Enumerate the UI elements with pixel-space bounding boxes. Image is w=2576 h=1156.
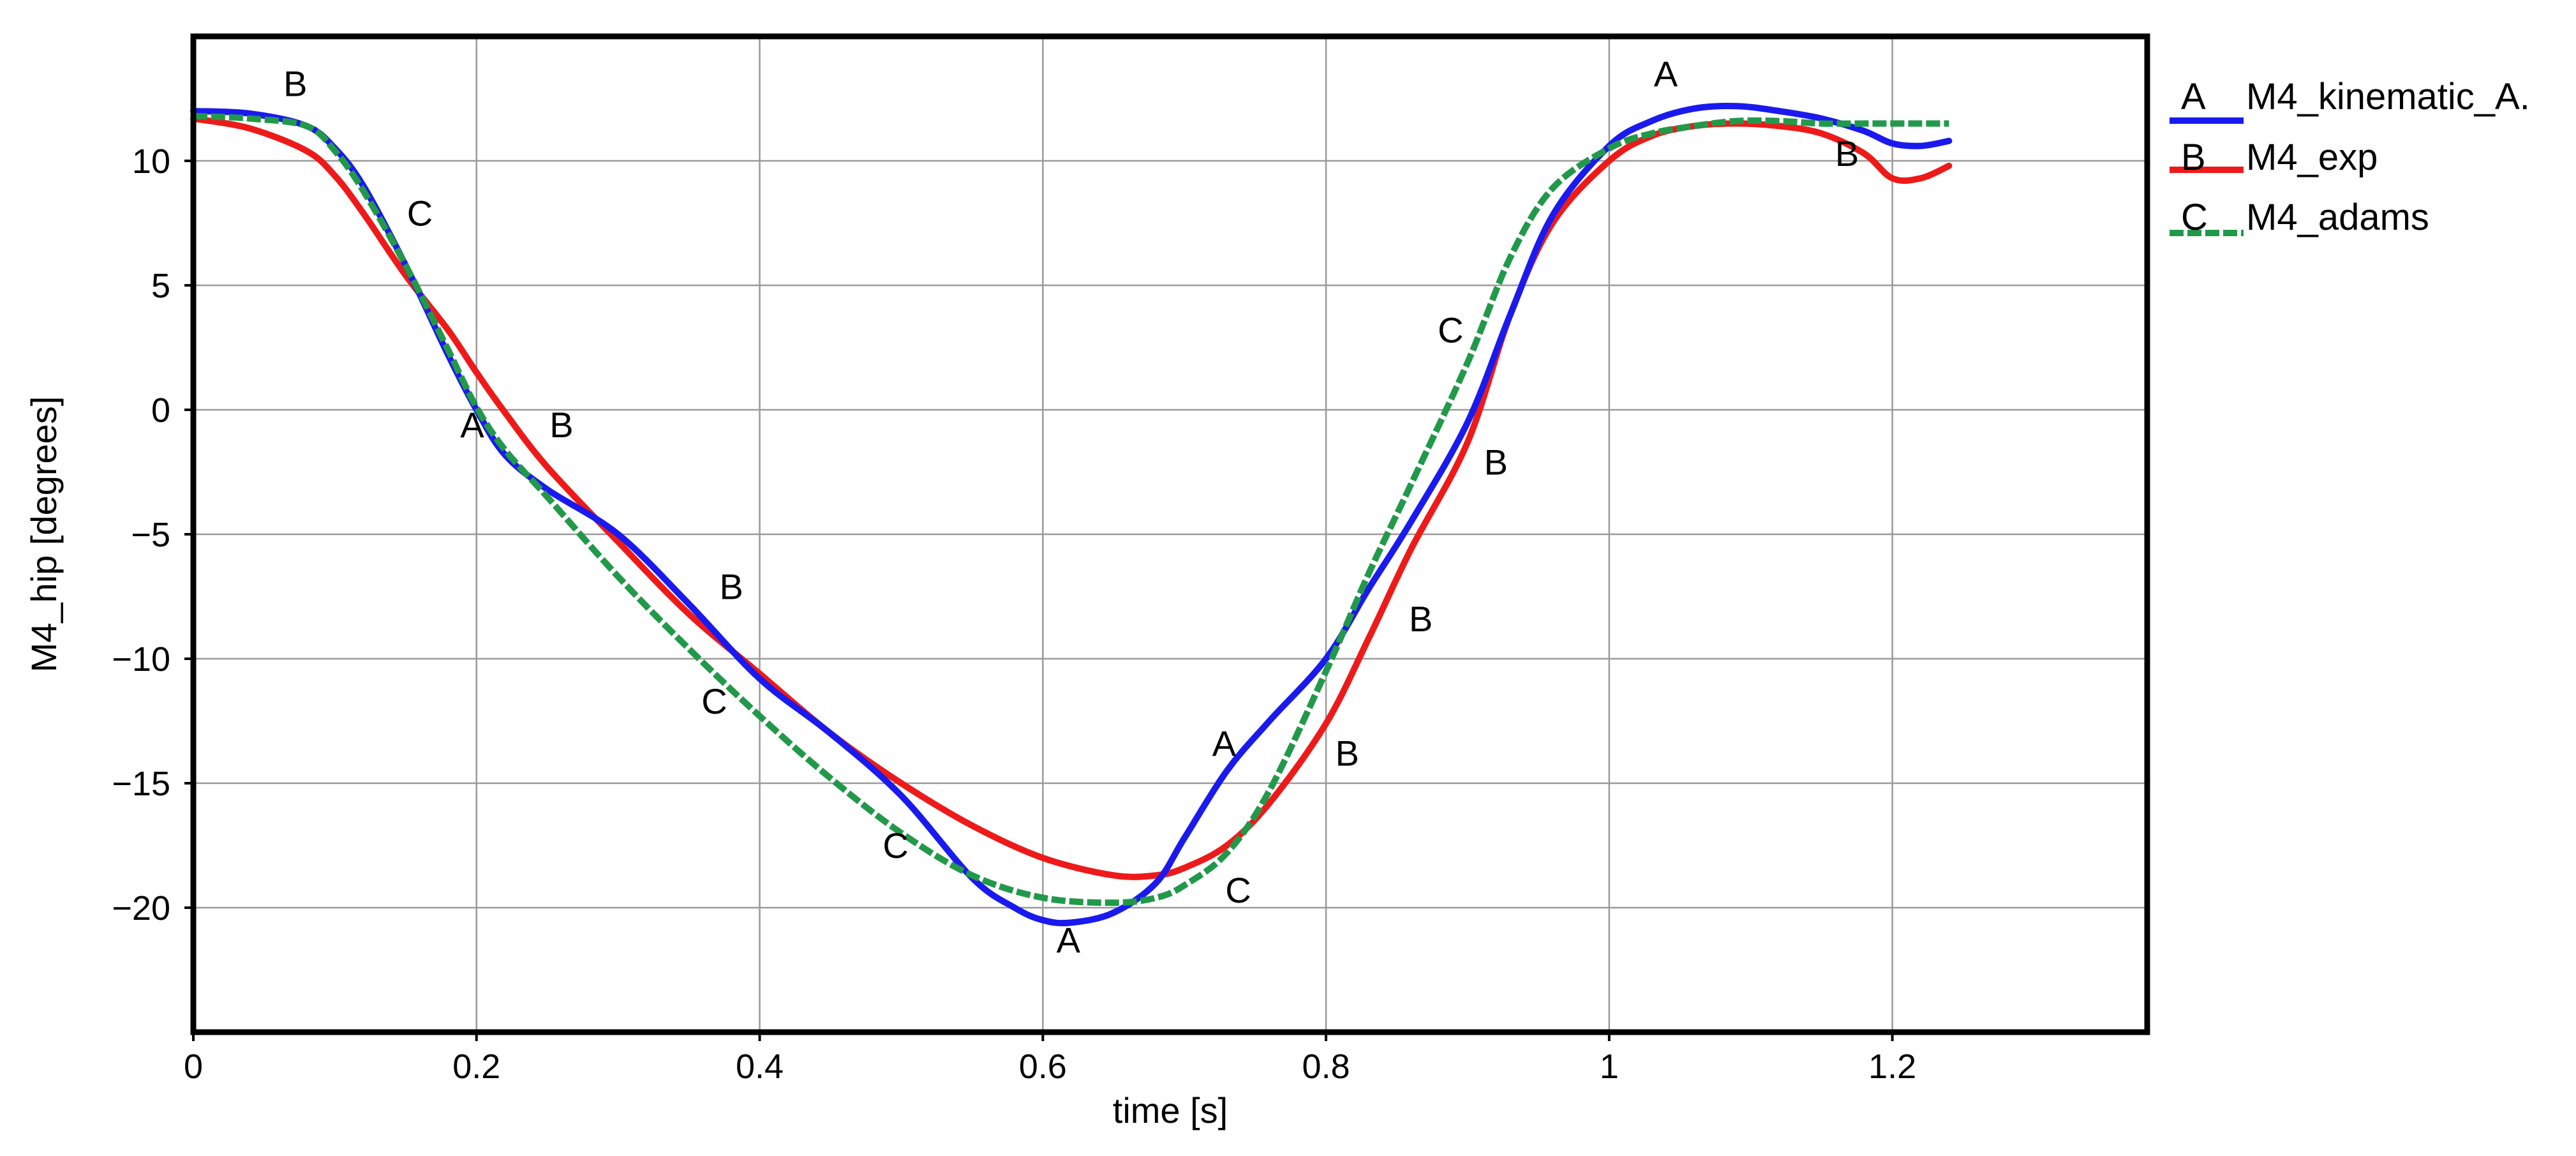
curve-labels: A A A A B B B B B B B C C C C C [283, 54, 1859, 960]
series-line-m4-adams [193, 112, 1949, 906]
curve-label-b: B [283, 64, 307, 104]
y-tick-label: −10 [112, 640, 170, 679]
curve-label-c: C [701, 681, 727, 721]
y-tick-label: −15 [112, 765, 170, 803]
legend-label: M4_adams [2246, 197, 2429, 238]
curve-label-a: A [1654, 54, 1678, 94]
curve-label-b: B [1835, 133, 1859, 174]
x-tick-label: 1.2 [1868, 1047, 1916, 1086]
x-tick-label: 0.8 [1302, 1047, 1350, 1086]
y-tick-label: −20 [112, 889, 170, 927]
series-line-m4-kinematic-a [190, 102, 1953, 927]
curve-label-c: C [1438, 310, 1463, 350]
x-tick-label: 0.2 [452, 1047, 500, 1086]
curve-label-a: A [1212, 723, 1237, 763]
curve-label-a: A [460, 405, 484, 445]
curve-label-b: B [1409, 599, 1433, 639]
legend-label: M4_exp [2246, 137, 2378, 178]
axis-ticks: 0 0.2 0.4 0.6 0.8 1 1.2 10 5 0 −5 −10 −15 −20 [112, 142, 1916, 1086]
curve-label-b: B [549, 405, 573, 445]
x-tick-label: 0.6 [1019, 1047, 1067, 1086]
series-line-m4-exp [190, 115, 1953, 880]
x-axis-title: time [s] [1113, 1090, 1228, 1130]
grid [193, 36, 2147, 1032]
y-axis-title: M4_hip [degrees] [24, 396, 64, 673]
legend: A M4_kinematic_A. B M4_exp C M4_adams [2170, 76, 2530, 238]
x-tick-label: 0.4 [736, 1047, 784, 1086]
x-tick-label: 1 [1600, 1047, 1619, 1086]
legend-marker: B [2181, 137, 2206, 178]
y-tick-label: 10 [132, 142, 170, 181]
legend-marker: A [2181, 76, 2206, 117]
y-tick-label: 5 [151, 267, 170, 305]
curve-label-c: C [1225, 870, 1251, 910]
series-lines [190, 102, 1953, 927]
x-tick-label: 0 [184, 1047, 203, 1086]
curve-label-b: B [719, 566, 743, 606]
legend-label: M4_kinematic_A. [2246, 76, 2530, 117]
curve-label-b: B [1336, 733, 1359, 774]
y-tick-label: −5 [131, 516, 170, 554]
legend-marker: C [2181, 197, 2208, 238]
y-tick-label: 0 [151, 391, 170, 430]
curve-label-c: C [882, 825, 908, 866]
curve-label-b: B [1484, 442, 1508, 482]
curve-label-a: A [1057, 920, 1081, 960]
curve-label-c: C [407, 193, 433, 233]
